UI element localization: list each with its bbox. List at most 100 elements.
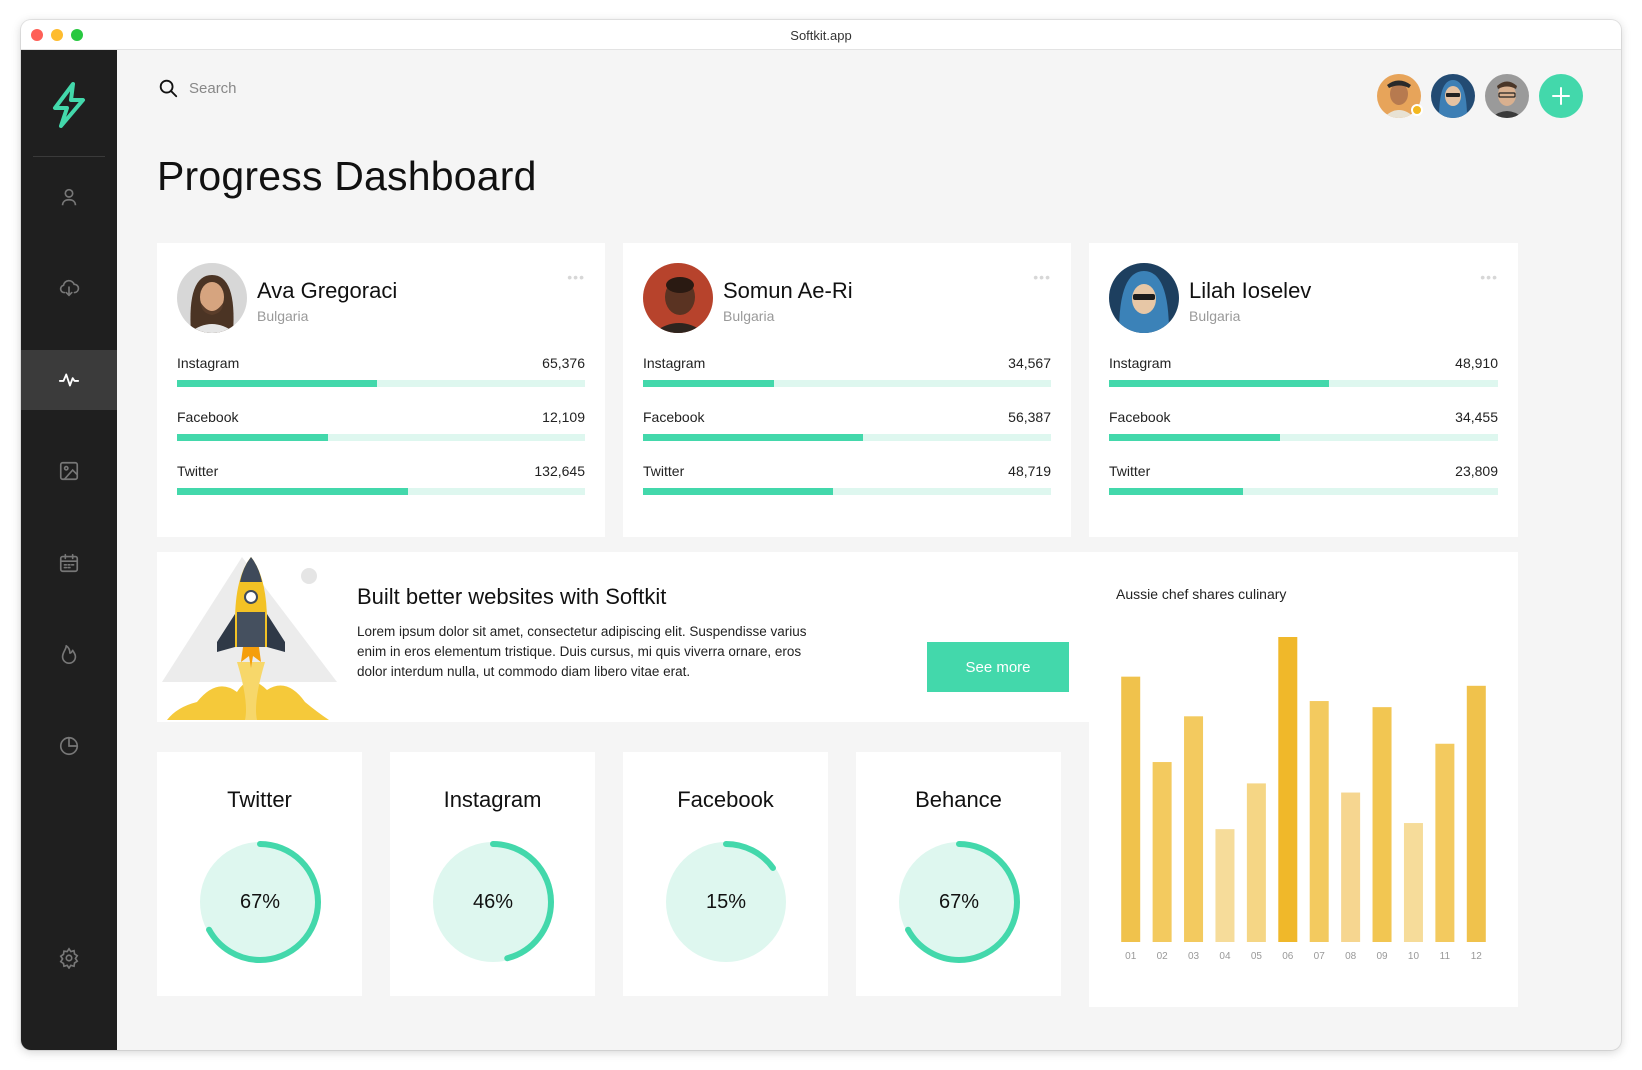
close-window-button[interactable] <box>31 29 43 41</box>
status-badge <box>1411 104 1423 116</box>
stat-row: Instagram 65,376 <box>177 355 585 387</box>
sidebar-item-settings[interactable] <box>21 928 117 988</box>
stat-value: 48,719 <box>1008 463 1051 479</box>
progress-bar <box>643 380 1051 387</box>
stat-row: Facebook 12,109 <box>177 409 585 441</box>
stat-row: Facebook 34,455 <box>1109 409 1498 441</box>
more-options-icon[interactable]: ••• <box>1033 269 1051 285</box>
more-options-icon[interactable]: ••• <box>1480 269 1498 285</box>
stat-value: 34,455 <box>1455 409 1498 425</box>
avatar[interactable] <box>1377 74 1423 118</box>
sidebar-item-activity[interactable] <box>21 350 117 410</box>
chart-bar <box>1435 743 1455 942</box>
lightning-logo-icon[interactable] <box>49 82 89 128</box>
chart-bar <box>1403 823 1423 942</box>
user-photo-3-icon <box>1485 74 1529 118</box>
progress-fill <box>177 434 328 441</box>
x-tick-label: 02 <box>1157 951 1169 962</box>
add-member-button[interactable] <box>1539 74 1583 118</box>
progress-ring <box>199 841 321 963</box>
progress-fill <box>1109 434 1281 441</box>
app-window: Softkit.app <box>21 20 1621 1050</box>
x-tick-label: 07 <box>1314 951 1326 962</box>
stat-value: 34,567 <box>1008 355 1051 371</box>
promo-text: Lorem ipsum dolor sit amet, consectetur … <box>357 624 807 679</box>
bar-chart-card: 01 02 03 04 05 06 07 08 09 10 11 12 Aussie chef sha… <box>1089 552 1518 1007</box>
user-photo-icon <box>643 263 713 333</box>
sidebar <box>21 50 117 1050</box>
page-title: Progress Dashboard <box>157 153 537 199</box>
x-tick-label: 10 <box>1408 951 1420 962</box>
sidebar-item-profile[interactable] <box>21 167 117 227</box>
profile-country: Bulgaria <box>723 308 775 324</box>
sidebar-item-download[interactable] <box>21 258 117 318</box>
chart-bar <box>1341 792 1361 942</box>
user-photo-icon <box>177 263 247 333</box>
x-tick-label: 01 <box>1125 951 1137 962</box>
x-tick-label: 03 <box>1188 951 1200 962</box>
promo-banner: Built better websites with Softkit Lorem… <box>157 552 1095 722</box>
avatar[interactable] <box>1485 74 1529 118</box>
profile-country: Bulgaria <box>1189 308 1241 324</box>
profile-name: Somun Ae-Ri <box>723 278 853 303</box>
search-input[interactable] <box>189 79 389 97</box>
social-ring-card: Behance 67% <box>856 752 1061 996</box>
rocket-illustration-icon <box>162 557 337 720</box>
title-bar: Softkit.app <box>21 20 1621 50</box>
gear-icon <box>59 947 79 969</box>
stat-row: Twitter 132,645 <box>177 463 585 495</box>
progress-bar <box>643 488 1051 495</box>
progress-fill <box>643 380 774 387</box>
stat-value: 12,109 <box>542 409 585 425</box>
x-tick-label: 11 <box>1440 951 1451 962</box>
stat-row: Twitter 23,809 <box>1109 463 1498 495</box>
stat-value: 132,645 <box>534 463 585 479</box>
activity-icon <box>58 373 80 387</box>
chart-bar <box>1278 637 1298 942</box>
progress-ring <box>898 841 1020 963</box>
more-options-icon[interactable]: ••• <box>567 269 585 285</box>
plus-icon <box>1552 87 1570 105</box>
stat-value: 23,809 <box>1455 463 1498 479</box>
user-photo-icon <box>1109 263 1179 333</box>
chart-title: Aussie chef shares culinary <box>1116 586 1287 602</box>
avatar <box>1109 263 1179 333</box>
image-icon <box>59 461 79 481</box>
progress-fill <box>1109 488 1244 495</box>
chart-bar <box>1246 783 1266 942</box>
progress-fill <box>643 434 864 441</box>
x-tick-label: 09 <box>1376 951 1388 962</box>
stat-label: Instagram <box>643 355 706 371</box>
window-title: Softkit.app <box>790 28 852 43</box>
progress-bar <box>177 488 585 495</box>
social-ring-card: Twitter 67% <box>157 752 362 996</box>
sidebar-item-calendar[interactable] <box>21 533 117 593</box>
ring-label: 67% <box>938 890 980 913</box>
x-tick-label: 12 <box>1471 951 1483 962</box>
social-ring-card: Facebook 15% <box>623 752 828 996</box>
chart-bar <box>1466 685 1486 942</box>
ring-label: 67% <box>239 890 281 913</box>
profile-card: ••• Somun Ae-Ri Bulgaria Instagram 34,567… <box>623 243 1071 537</box>
progress-bar <box>1109 488 1498 495</box>
stat-label: Instagram <box>177 355 240 371</box>
avatar[interactable] <box>1431 74 1475 118</box>
minimize-window-button[interactable] <box>51 29 63 41</box>
sidebar-item-reports[interactable] <box>21 716 117 776</box>
flame-icon <box>61 644 77 664</box>
progress-arc <box>199 841 321 963</box>
ring-title: Instagram <box>443 787 542 812</box>
stat-label: Twitter <box>1109 463 1151 479</box>
profile-country: Bulgaria <box>257 308 309 324</box>
chart-bar <box>1309 701 1329 942</box>
see-more-button[interactable]: See more <box>927 642 1069 692</box>
ring-label: 15% <box>705 890 747 913</box>
ring-title: Twitter <box>227 787 292 812</box>
progress-bar <box>643 434 1051 441</box>
search-icon[interactable] <box>157 77 179 99</box>
sidebar-item-gallery[interactable] <box>21 441 117 501</box>
sidebar-item-trending[interactable] <box>21 624 117 684</box>
x-tick-label: 05 <box>1251 951 1263 962</box>
zoom-window-button[interactable] <box>71 29 83 41</box>
chart-bar <box>1184 716 1204 942</box>
